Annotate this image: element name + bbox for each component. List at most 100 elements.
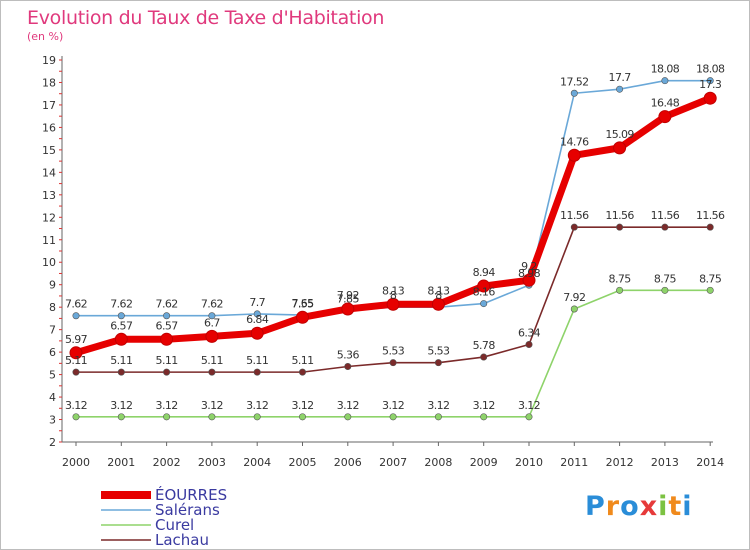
data-point-eourres (250, 326, 264, 340)
data-label-salerans: 8 (390, 289, 397, 302)
series-lines (69, 77, 717, 421)
data-point-curel (570, 305, 578, 313)
data-point-curel (208, 413, 216, 421)
data-label-eourres: 6.7 (204, 316, 220, 329)
data-label-curel: 3.12 (427, 399, 449, 412)
data-label-lachau: 6.34 (518, 326, 541, 339)
data-label-salerans: 18.08 (651, 63, 680, 76)
data-label-curel: 3.12 (337, 399, 359, 412)
data-point-eourres (658, 110, 672, 124)
chart-title: Evolution du Taux de Taxe d'Habitation (27, 7, 385, 29)
data-label-curel: 8.75 (699, 272, 722, 285)
y-tick-label: 10 (42, 256, 56, 269)
data-label-salerans: 7.62 (156, 298, 178, 311)
data-point-curel (117, 413, 125, 421)
data-point-eourres (160, 332, 174, 346)
data-label-salerans: 18.08 (696, 63, 725, 76)
data-label-eourres: 8.13 (382, 284, 405, 297)
data-label-eourres: 16.48 (651, 97, 680, 110)
data-point-curel (706, 286, 714, 294)
x-tick-label: 2010 (515, 456, 543, 469)
data-point-lachau (344, 362, 352, 370)
data-point-lachau (706, 223, 714, 231)
data-point-curel (298, 413, 306, 421)
data-point-lachau (208, 368, 216, 376)
data-point-curel (253, 413, 261, 421)
data-label-lachau: 11.56 (560, 209, 589, 222)
chart-subtitle: (en %) (27, 30, 64, 43)
data-point-lachau (298, 368, 306, 376)
data-point-curel (344, 413, 352, 421)
data-point-eourres (296, 310, 309, 324)
data-label-eourres: 17.3 (699, 78, 722, 91)
data-point-curel (72, 413, 80, 421)
y-tick-label: 3 (49, 414, 56, 427)
logo-letter: P (585, 491, 606, 522)
logo-letter: r (605, 491, 621, 522)
data-point-curel (480, 413, 488, 421)
axes: 2 3 4 5 6 7 8 9 10 11 12 13 14 15 16 17 18 19 2000 2001 2002… (42, 54, 724, 469)
x-tick-label: 2001 (107, 456, 135, 469)
y-tick-label: 7 (49, 324, 56, 337)
data-point-curel (616, 286, 624, 294)
data-label-salerans: 17.52 (560, 75, 589, 88)
data-label-curel: 3.12 (518, 399, 540, 412)
data-label-salerans: 7.62 (110, 298, 132, 311)
data-label-eourres: 6.84 (246, 313, 269, 326)
data-point-curel (661, 286, 669, 294)
data-point-lachau (480, 353, 488, 361)
y-tick-label: 18 (42, 76, 56, 89)
data-point-curel (434, 413, 442, 421)
data-point-lachau (525, 340, 533, 348)
data-point-eourres (114, 332, 128, 346)
data-label-eourres: 8.94 (473, 266, 496, 279)
x-tick-label: 2013 (651, 456, 679, 469)
data-point-lachau (616, 223, 624, 231)
data-point-lachau (389, 359, 397, 367)
data-label-salerans: 17.7 (609, 71, 632, 84)
data-point-salerans (570, 89, 578, 97)
data-label-salerans: 7.85 (337, 293, 360, 306)
data-label-lachau: 5.11 (201, 354, 223, 367)
data-point-eourres (613, 141, 627, 155)
proxiti-logo: Proxiti (585, 491, 693, 522)
data-label-salerans: 7.7 (249, 296, 265, 309)
data-label-salerans: 7.62 (201, 298, 223, 311)
logo-letter: i (682, 491, 693, 522)
legend-label-curel: Curel (155, 516, 194, 534)
y-tick-label: 15 (42, 144, 56, 157)
x-tick-label: 2000 (62, 456, 90, 469)
data-point-lachau (72, 368, 80, 376)
data-point-eourres (567, 148, 581, 162)
data-point-eourres (205, 329, 219, 343)
data-point-eourres (703, 91, 717, 105)
x-tick-label: 2003 (198, 456, 226, 469)
data-point-curel (163, 413, 171, 421)
data-point-salerans (253, 310, 261, 318)
legend-label-eourres: ÉOURRES (155, 485, 227, 504)
data-label-curel: 8.75 (609, 272, 632, 285)
data-label-eourres: 5.97 (65, 333, 88, 346)
data-point-eourres (522, 273, 536, 287)
data-label-eourres: 8.13 (427, 284, 450, 297)
data-label-curel: 3.12 (291, 399, 313, 412)
data-point-salerans (616, 85, 624, 93)
x-tick-label: 2014 (696, 456, 724, 469)
y-tick-label: 9 (49, 279, 56, 292)
data-label-lachau: 5.53 (382, 345, 405, 358)
data-point-curel (525, 413, 533, 421)
data-label-eourres: 6.57 (156, 319, 179, 332)
data-point-lachau (163, 368, 171, 376)
data-label-lachau: 5.53 (427, 345, 450, 358)
data-label-salerans: 8.98 (518, 267, 541, 280)
data-label-curel: 8.75 (654, 272, 677, 285)
data-point-eourres (477, 279, 491, 293)
data-label-curel: 7.92 (563, 291, 585, 304)
x-tick-label: 2011 (560, 456, 588, 469)
y-tick-label: 6 (49, 346, 56, 359)
data-point-salerans (208, 312, 216, 320)
data-point-eourres (431, 297, 445, 311)
data-label-lachau: 5.36 (337, 348, 360, 361)
data-label-salerans: 8 (435, 289, 442, 302)
